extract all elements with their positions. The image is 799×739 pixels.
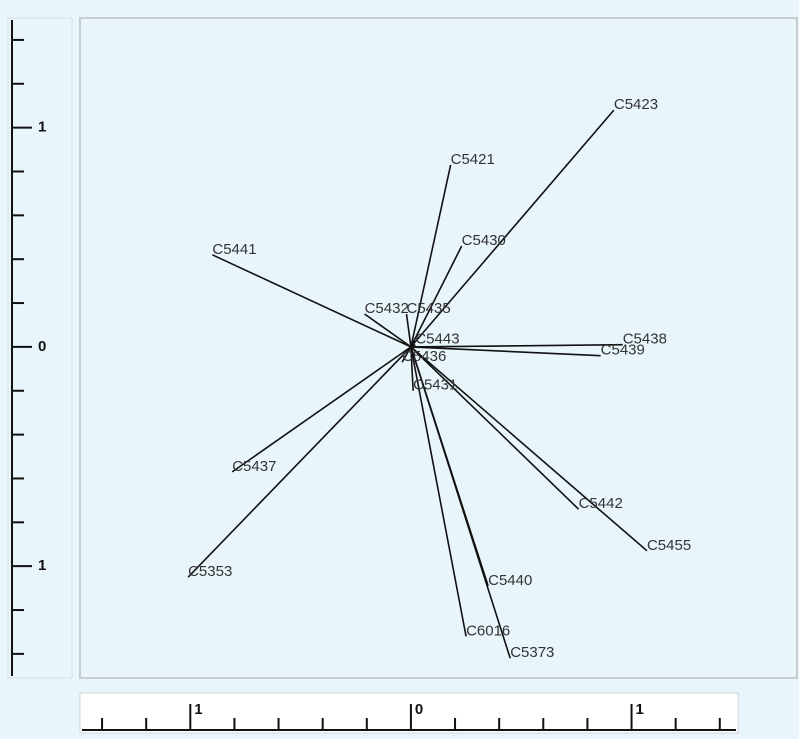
vector-label: C5440 — [488, 572, 532, 589]
vector — [410, 245, 463, 348]
x-tick-label: 0 — [415, 701, 423, 718]
vector-label: C5423 — [614, 96, 658, 113]
vector-label: C5441 — [212, 241, 256, 258]
vector-label: C5421 — [451, 151, 495, 168]
vector-label: C5373 — [510, 644, 554, 661]
y-tick-label: 1 — [38, 119, 46, 136]
vector — [212, 254, 412, 348]
vector — [410, 109, 615, 348]
vector-label: C5353 — [188, 563, 232, 580]
vector-label: C5438 — [623, 331, 667, 348]
vector-label: C5431 — [413, 377, 457, 394]
vector — [410, 346, 414, 391]
x-tick-label: 1 — [636, 701, 644, 718]
vector-label: C6016 — [466, 622, 510, 639]
y-axis-panel — [7, 17, 73, 679]
vector — [410, 343, 623, 348]
vector-label: C5430 — [462, 232, 506, 249]
vector-label: C5436 — [402, 348, 446, 365]
vector — [410, 346, 467, 637]
vector — [410, 346, 580, 510]
vector — [187, 346, 412, 578]
vector-label: C5442 — [579, 495, 623, 512]
vector-label: C5439 — [601, 342, 645, 359]
vector-label: C5455 — [647, 537, 691, 554]
vector-label: C5443 — [415, 331, 459, 348]
vector — [410, 346, 648, 552]
vector-label: C5432 — [365, 300, 409, 317]
y-tick-label: 1 — [38, 557, 46, 574]
x-tick-label: 1 — [194, 701, 202, 718]
vector — [231, 346, 412, 473]
y-tick-label: 0 — [38, 338, 46, 355]
vector — [410, 346, 601, 357]
vector — [410, 346, 511, 659]
vector — [410, 164, 452, 348]
vector-label: C5435 — [407, 300, 451, 317]
vector-label: C5437 — [232, 458, 276, 475]
vector — [364, 313, 412, 348]
vector — [405, 313, 412, 348]
